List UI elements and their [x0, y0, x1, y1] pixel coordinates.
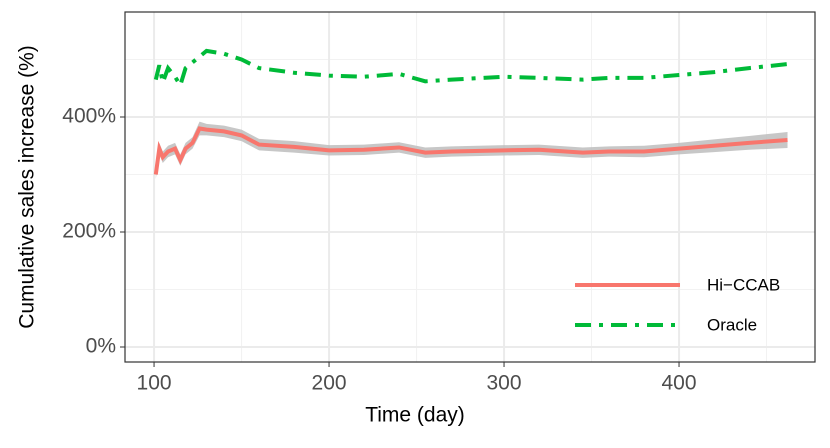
- x-tick-label: 200: [312, 372, 347, 395]
- legend-label: Hi−CCAB: [707, 275, 780, 294]
- y-axis-label: Cumulative sales increase (%): [16, 45, 39, 329]
- x-tick-label: 400: [662, 372, 697, 395]
- y-tick-label: 0%: [86, 335, 116, 358]
- legend-label: Oracle: [707, 315, 757, 334]
- series-line: [153, 126, 788, 175]
- panel-border: [124, 11, 816, 363]
- x-axis-label: Time (day): [365, 404, 465, 427]
- y-tick-label: 200%: [62, 220, 116, 243]
- x-tick-label: 300: [487, 372, 522, 395]
- x-tick-label: 100: [137, 372, 172, 395]
- y-tick-label: 400%: [62, 105, 116, 128]
- plot-panel: [125, 12, 815, 362]
- series-line: [153, 48, 788, 91]
